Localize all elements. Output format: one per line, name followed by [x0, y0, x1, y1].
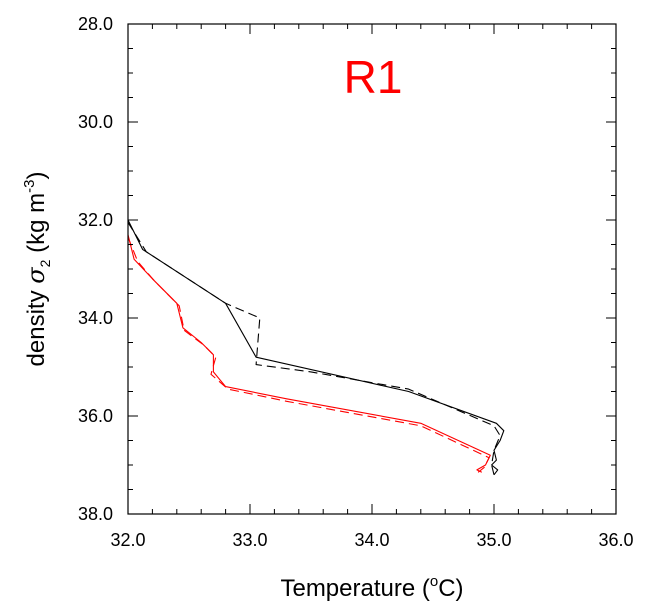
y-tick-label: 34.0: [78, 308, 113, 328]
y-axis-label-close: ): [23, 172, 50, 180]
x-tick-label: 33.0: [232, 530, 267, 550]
x-axis-label-superscript: o: [430, 573, 438, 590]
y-axis-label-superscript: -3: [21, 180, 38, 193]
x-tick-label: 34.0: [354, 530, 389, 550]
y-tick-label: 30.0: [78, 112, 113, 132]
series-line-3: [127, 234, 491, 473]
series-line-4: [127, 236, 490, 473]
label-layer: 32.0 33.0 34.0 35.0 36.0 28.0 30.0 32.0 34.0 36.0…: [78, 14, 634, 550]
x-tick-label: 32.0: [110, 530, 145, 550]
series-layer: [127, 219, 505, 476]
x-axis-label-main: Temperature (: [280, 575, 429, 602]
y-axis-label-main: density: [23, 284, 50, 367]
chart-title: R1: [344, 51, 403, 103]
y-tick-label: 36.0: [78, 406, 113, 426]
x-axis-label-unit: C): [438, 575, 463, 602]
series-line-1: [127, 219, 505, 476]
y-axis-label-unit: (kg m: [23, 193, 50, 260]
x-tick-label: 36.0: [598, 530, 633, 550]
y-tick-label: 32.0: [78, 210, 113, 230]
y-axis-label-subscript: 2: [37, 259, 53, 267]
y-axis-label: density σ2 (kg m-3): [21, 172, 53, 367]
y-axis-label-symbol: σ: [22, 267, 50, 284]
x-tick-label: 35.0: [476, 530, 511, 550]
y-tick-label: 38.0: [78, 504, 113, 524]
tick-layer: [127, 23, 617, 515]
y-tick-label: 28.0: [78, 14, 113, 34]
x-axis-label: Temperature (oC): [280, 573, 463, 602]
series-line-2: [127, 222, 501, 475]
